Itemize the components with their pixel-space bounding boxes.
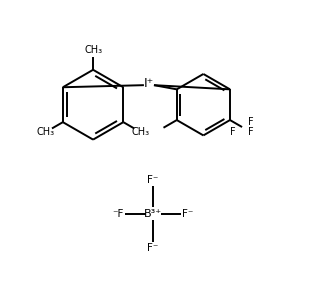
Text: F: F [248,117,254,127]
Text: F⁻: F⁻ [182,209,194,219]
Text: ⁻F: ⁻F [112,209,124,219]
Text: F: F [248,127,254,137]
Text: F⁻: F⁻ [147,175,159,184]
Text: F: F [230,127,236,137]
Text: CH₃: CH₃ [131,127,149,137]
Text: I⁺: I⁺ [144,77,154,90]
Text: CH₃: CH₃ [37,127,55,137]
Text: CH₃: CH₃ [84,45,102,55]
Text: F⁻: F⁻ [147,243,159,253]
Text: B³⁺: B³⁺ [144,209,162,219]
